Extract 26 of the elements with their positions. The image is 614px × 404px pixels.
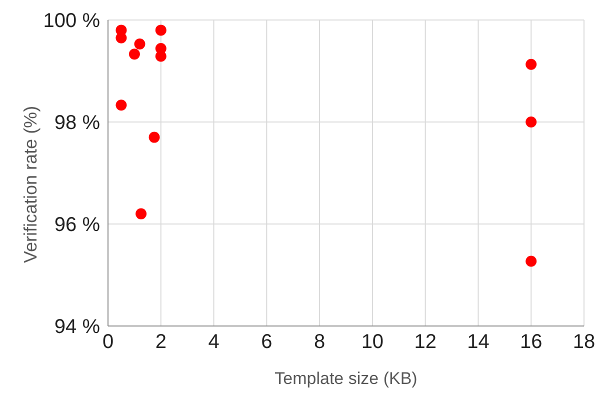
point <box>526 256 537 267</box>
y-tick-label: 100 % <box>43 10 100 32</box>
x-tick-label: 16 <box>520 331 542 354</box>
point <box>136 208 147 220</box>
point <box>155 24 166 36</box>
point <box>526 116 537 128</box>
x-tick-label: 14 <box>467 331 490 354</box>
x-tick-label: 2 <box>155 331 166 354</box>
x-tick-label: 10 <box>361 331 384 354</box>
point <box>155 50 166 62</box>
x-tick-label: 4 <box>208 331 220 354</box>
point <box>128 48 140 60</box>
point <box>134 38 146 50</box>
point <box>116 100 127 111</box>
x-tick-label: 8 <box>314 331 326 354</box>
y-axis-title: Verification rate (%) <box>20 106 40 263</box>
y-tick-label: 96 % <box>54 214 100 236</box>
x-tick-label: 6 <box>261 331 272 354</box>
y-tick-label: 98 % <box>54 112 100 134</box>
y-tick-label: 94 % <box>54 316 100 338</box>
x-tick-label: 0 <box>102 331 114 354</box>
x-tick-label: 18 <box>572 331 596 354</box>
point <box>526 58 537 70</box>
x-tick-label: 12 <box>414 331 436 354</box>
point <box>148 132 160 143</box>
x-axis-title: Template size (KB) <box>274 369 418 388</box>
